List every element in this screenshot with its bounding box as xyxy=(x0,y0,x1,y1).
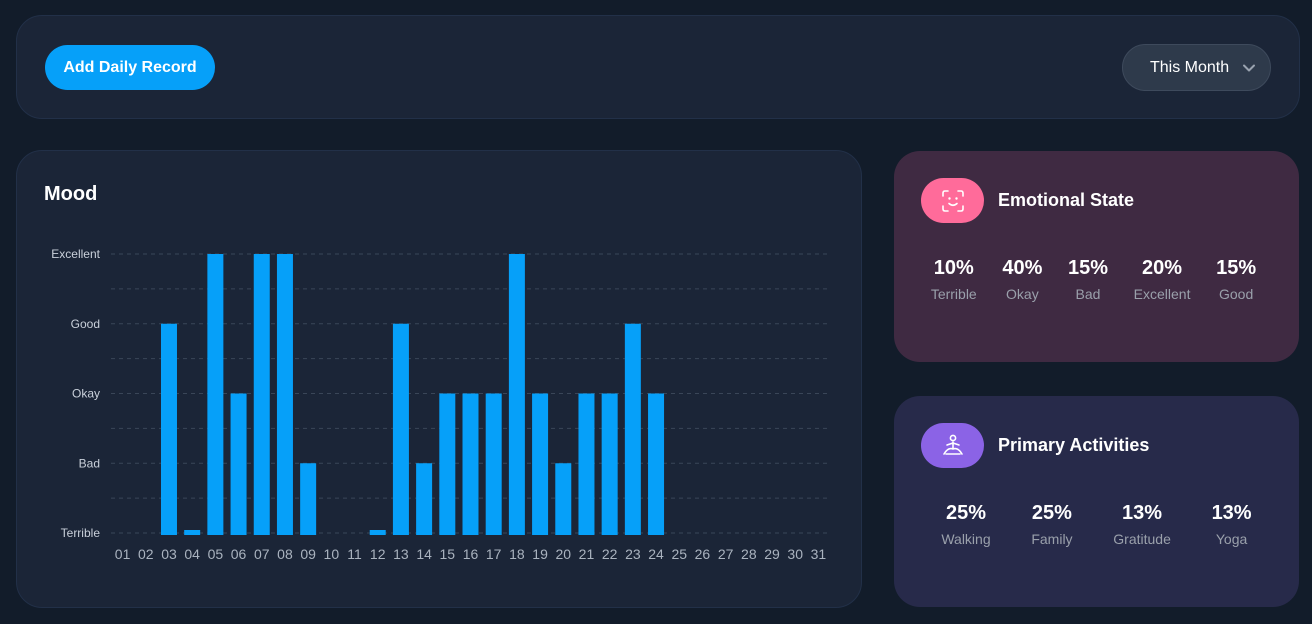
x-axis-label: 28 xyxy=(741,546,757,562)
stat-label: Gratitude xyxy=(1113,531,1171,547)
stat-label: Walking xyxy=(941,531,991,547)
stat-item: 25% Family xyxy=(1031,502,1072,547)
x-axis-label: 08 xyxy=(277,546,293,562)
add-daily-record-button[interactable]: Add Daily Record xyxy=(45,45,215,90)
stat-value: 25% xyxy=(1031,502,1072,524)
x-axis-label: 15 xyxy=(440,546,456,562)
mood-bar[interactable] xyxy=(485,393,502,536)
stat-item: 13% Gratitude xyxy=(1113,502,1171,547)
x-axis-label: 21 xyxy=(579,546,595,562)
x-axis-label: 16 xyxy=(463,546,479,562)
stat-label: Terrible xyxy=(930,286,977,302)
stat-label: Yoga xyxy=(1215,531,1248,547)
stat-item: 15% Bad xyxy=(1068,257,1108,302)
stat-label: Good xyxy=(1218,286,1254,302)
x-axis-label: 29 xyxy=(764,546,780,562)
x-axis-label: 30 xyxy=(787,546,803,562)
y-axis-label: Bad xyxy=(79,456,100,470)
period-select[interactable]: This Month xyxy=(1122,44,1271,91)
y-axis-label: Excellent xyxy=(51,247,100,261)
stat-item: 10% Terrible xyxy=(931,257,977,302)
emotional-state-stats: 10% Terrible 40% Okay 15% Bad 20% Excell… xyxy=(918,257,1269,302)
mood-bar[interactable] xyxy=(160,323,177,535)
x-axis-label: 17 xyxy=(486,546,502,562)
mood-chart: Terrible Bad Okay Good Excellent 01 02 03 04 05 06… xyxy=(51,247,830,562)
stat-value: 10% xyxy=(933,257,974,279)
stat-item: 13% Yoga xyxy=(1212,502,1252,547)
stat-item: 40% Okay xyxy=(1002,257,1042,302)
mood-bar[interactable] xyxy=(300,463,317,535)
stat-value: 15% xyxy=(1068,257,1109,279)
x-axis-label: 04 xyxy=(184,546,200,562)
mood-title: Mood xyxy=(44,183,98,205)
x-axis-label: 18 xyxy=(509,546,525,562)
stat-label: Bad xyxy=(1075,286,1101,302)
top-toolbar: Add Daily Record This Month xyxy=(16,15,1300,119)
x-axis-label: 23 xyxy=(625,546,641,562)
x-axis-label: 31 xyxy=(811,546,827,562)
mood-bar[interactable] xyxy=(253,254,270,535)
x-axis-label: 06 xyxy=(231,546,247,562)
chevron-down-icon xyxy=(1243,64,1255,72)
emotional-state-title: Emotional State xyxy=(998,190,1135,210)
x-axis-label: 05 xyxy=(208,546,224,562)
mood-bar[interactable] xyxy=(624,323,641,535)
x-axis-label: 22 xyxy=(602,546,618,562)
mood-bar[interactable] xyxy=(184,530,201,535)
primary-activities-title: Primary Activities xyxy=(998,435,1150,455)
stat-item: 15% Good xyxy=(1216,257,1256,302)
mood-bar[interactable] xyxy=(601,393,618,536)
stat-value: 15% xyxy=(1216,257,1257,279)
x-axis-label: 27 xyxy=(718,546,734,562)
mood-bar[interactable] xyxy=(230,393,247,536)
primary-activities-stats: 25% Walking 25% Family 13% Gratitude 13%… xyxy=(921,502,1272,547)
mood-bar[interactable] xyxy=(369,530,386,535)
period-select-value: This Month xyxy=(1150,58,1230,76)
x-axis-label: 20 xyxy=(555,546,571,562)
stat-label: Excellent xyxy=(1133,286,1191,302)
mood-card: Mood Terrible Bad Okay Good Excellent 01 02 03 0… xyxy=(16,150,862,608)
x-axis-label: 02 xyxy=(138,546,154,562)
mood-bar[interactable] xyxy=(276,254,293,535)
mood-bar[interactable] xyxy=(578,393,595,536)
x-axis-label: 11 xyxy=(347,546,362,562)
x-axis-label: 09 xyxy=(300,546,316,562)
stat-value: 25% xyxy=(945,502,986,524)
emotional-state-card: Emotional State 10% Terrible 40% Okay 15… xyxy=(894,151,1299,362)
x-axis-label: 19 xyxy=(532,546,548,562)
x-axis-label: 13 xyxy=(393,546,409,562)
x-axis-label: 03 xyxy=(161,546,177,562)
stat-label: Okay xyxy=(1006,286,1039,302)
stat-item: 25% Walking xyxy=(941,502,990,547)
mood-bar[interactable] xyxy=(416,463,433,535)
stat-value: 13% xyxy=(1122,502,1163,524)
stat-item: 20% Excellent xyxy=(1134,257,1191,302)
stat-label: Family xyxy=(1031,531,1073,547)
mood-bar[interactable] xyxy=(462,393,479,536)
stat-value: 13% xyxy=(1211,502,1252,524)
x-axis-label: 24 xyxy=(648,546,664,562)
meditation-icon xyxy=(921,423,984,468)
mood-bar[interactable] xyxy=(508,254,525,535)
primary-activities-card: Primary Activities 25% Walking 25% Famil… xyxy=(894,396,1299,607)
y-axis-label: Good xyxy=(71,317,100,331)
x-axis-label: 07 xyxy=(254,546,270,562)
mood-bar[interactable] xyxy=(532,393,549,536)
x-axis-label: 14 xyxy=(416,546,432,562)
y-axis-label: Okay xyxy=(72,387,100,401)
y-axis-label: Terrible xyxy=(61,526,101,540)
x-axis-label: 10 xyxy=(324,546,340,562)
smiley-face-icon xyxy=(921,178,984,223)
mood-bar[interactable] xyxy=(439,393,456,536)
mood-bar[interactable] xyxy=(648,393,665,536)
x-axis-label: 26 xyxy=(695,546,711,562)
mood-bar[interactable] xyxy=(392,323,409,535)
mood-bar[interactable] xyxy=(555,463,572,535)
x-axis-label: 12 xyxy=(370,546,386,562)
x-axis-label: 25 xyxy=(671,546,687,562)
stat-value: 40% xyxy=(1002,257,1043,279)
stat-value: 20% xyxy=(1142,257,1183,279)
mood-bar[interactable] xyxy=(207,254,224,535)
x-axis-label: 01 xyxy=(115,546,131,562)
